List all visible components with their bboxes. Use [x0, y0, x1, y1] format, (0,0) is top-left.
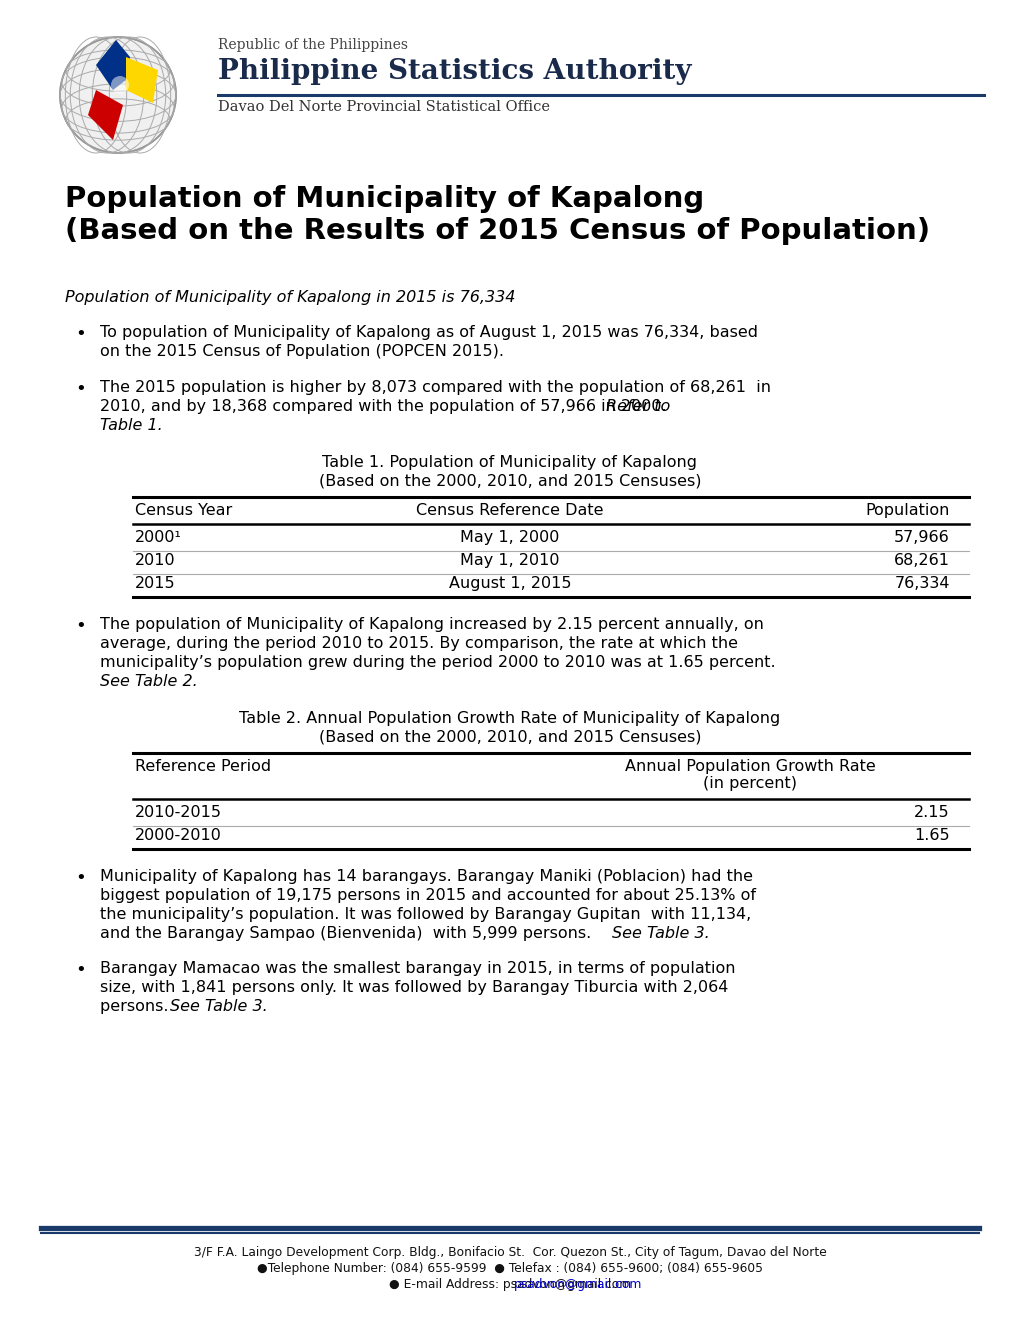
Text: average, during the period 2010 to 2015. By comparison, the rate at which the: average, during the period 2010 to 2015.… [100, 636, 738, 651]
Text: 76,334: 76,334 [894, 576, 949, 591]
Text: The population of Municipality of Kapalong increased by 2.15 percent annually, o: The population of Municipality of Kapalo… [100, 616, 763, 632]
Text: •: • [75, 616, 86, 635]
Text: size, with 1,841 persons only. It was followed by Barangay Tiburcia with 2,064: size, with 1,841 persons only. It was fo… [100, 979, 728, 995]
Text: Population of Municipality of Kapalong: Population of Municipality of Kapalong [65, 185, 703, 213]
Text: 57,966: 57,966 [894, 531, 949, 545]
Text: See Table 3.: See Table 3. [170, 999, 268, 1014]
Text: (Based on the 2000, 2010, and 2015 Censuses): (Based on the 2000, 2010, and 2015 Censu… [318, 474, 701, 488]
Text: Population: Population [865, 503, 949, 517]
Text: Population of Municipality of Kapalong in 2015 is 76,334: Population of Municipality of Kapalong i… [65, 290, 515, 305]
Ellipse shape [60, 37, 176, 153]
Text: 2010: 2010 [135, 553, 175, 568]
Text: on the 2015 Census of Population (POPCEN 2015).: on the 2015 Census of Population (POPCEN… [100, 345, 503, 359]
Text: May 1, 2010: May 1, 2010 [460, 553, 559, 568]
Text: Republic of the Philippines: Republic of the Philippines [218, 38, 408, 51]
Text: biggest population of 19,175 persons in 2015 and accounted for about 25.13% of: biggest population of 19,175 persons in … [100, 888, 755, 903]
Text: Barangay Mamacao was the smallest barangay in 2015, in terms of population: Barangay Mamacao was the smallest barang… [100, 961, 735, 975]
Text: Annual Population Growth Rate: Annual Population Growth Rate [624, 759, 874, 774]
Text: •: • [75, 961, 86, 979]
Text: To population of Municipality of Kapalong as of August 1, 2015 was 76,334, based: To population of Municipality of Kapalon… [100, 325, 757, 341]
Text: The 2015 population is higher by 8,073 compared with the population of 68,261  i: The 2015 population is higher by 8,073 c… [100, 380, 770, 395]
Text: (in percent): (in percent) [702, 776, 796, 791]
Text: municipality’s population grew during the period 2000 to 2010 was at 1.65 percen: municipality’s population grew during th… [100, 655, 774, 671]
Ellipse shape [111, 77, 128, 94]
Text: Table 2. Annual Population Growth Rate of Municipality of Kapalong: Table 2. Annual Population Growth Rate o… [239, 711, 780, 726]
Text: 2.15: 2.15 [913, 805, 949, 820]
Text: 68,261: 68,261 [893, 553, 949, 568]
Text: •: • [75, 869, 86, 887]
Text: May 1, 2000: May 1, 2000 [460, 531, 559, 545]
Text: 2000¹: 2000¹ [135, 531, 181, 545]
Text: Census Reference Date: Census Reference Date [416, 503, 603, 517]
Text: ● E-mail Address: psadvon@gmail.com: ● E-mail Address: psadvon@gmail.com [388, 1278, 631, 1291]
Polygon shape [96, 40, 129, 90]
Text: (Based on the Results of 2015 Census of Population): (Based on the Results of 2015 Census of … [65, 216, 929, 246]
Text: 1.65: 1.65 [913, 828, 949, 843]
Text: Reference Period: Reference Period [135, 759, 271, 774]
Text: Table 1. Population of Municipality of Kapalong: Table 1. Population of Municipality of K… [322, 455, 697, 470]
Polygon shape [126, 57, 158, 103]
Text: psadvon@gmail.com: psadvon@gmail.com [514, 1278, 642, 1291]
Text: Census Year: Census Year [135, 503, 232, 517]
Text: ●Telephone Number: (084) 655-9599  ● Telefax : (084) 655-9600; (084) 655-9605: ●Telephone Number: (084) 655-9599 ● Tele… [257, 1262, 762, 1275]
Text: See Table 3.: See Table 3. [611, 927, 709, 941]
Text: Municipality of Kapalong has 14 barangays. Barangay Maniki (Poblacion) had the: Municipality of Kapalong has 14 barangay… [100, 869, 752, 884]
Text: 2010-2015: 2010-2015 [135, 805, 222, 820]
Text: 3/F F.A. Laingo Development Corp. Bldg., Bonifacio St.  Cor. Quezon St., City of: 3/F F.A. Laingo Development Corp. Bldg.,… [194, 1246, 825, 1259]
Polygon shape [88, 90, 123, 140]
Text: and the Barangay Sampao (Bienvenida)  with 5,999 persons.: and the Barangay Sampao (Bienvenida) wit… [100, 927, 596, 941]
Text: •: • [75, 380, 86, 399]
Text: Davao Del Norte Provincial Statistical Office: Davao Del Norte Provincial Statistical O… [218, 100, 549, 114]
Text: •: • [75, 325, 86, 343]
Text: 2010, and by 18,368 compared with the population of 57,966 in 2000.: 2010, and by 18,368 compared with the po… [100, 399, 672, 414]
Text: Refer to: Refer to [605, 399, 669, 414]
Text: See Table 2.: See Table 2. [100, 675, 198, 689]
Text: Table 1.: Table 1. [100, 418, 163, 433]
Text: August 1, 2015: August 1, 2015 [448, 576, 571, 591]
Text: 2000-2010: 2000-2010 [135, 828, 222, 843]
Text: Philippine Statistics Authority: Philippine Statistics Authority [218, 58, 691, 84]
Text: persons.: persons. [100, 999, 173, 1014]
Text: the municipality’s population. It was followed by Barangay Gupitan  with 11,134,: the municipality’s population. It was fo… [100, 907, 751, 921]
Text: (Based on the 2000, 2010, and 2015 Censuses): (Based on the 2000, 2010, and 2015 Censu… [318, 730, 701, 744]
Text: 2015: 2015 [135, 576, 175, 591]
